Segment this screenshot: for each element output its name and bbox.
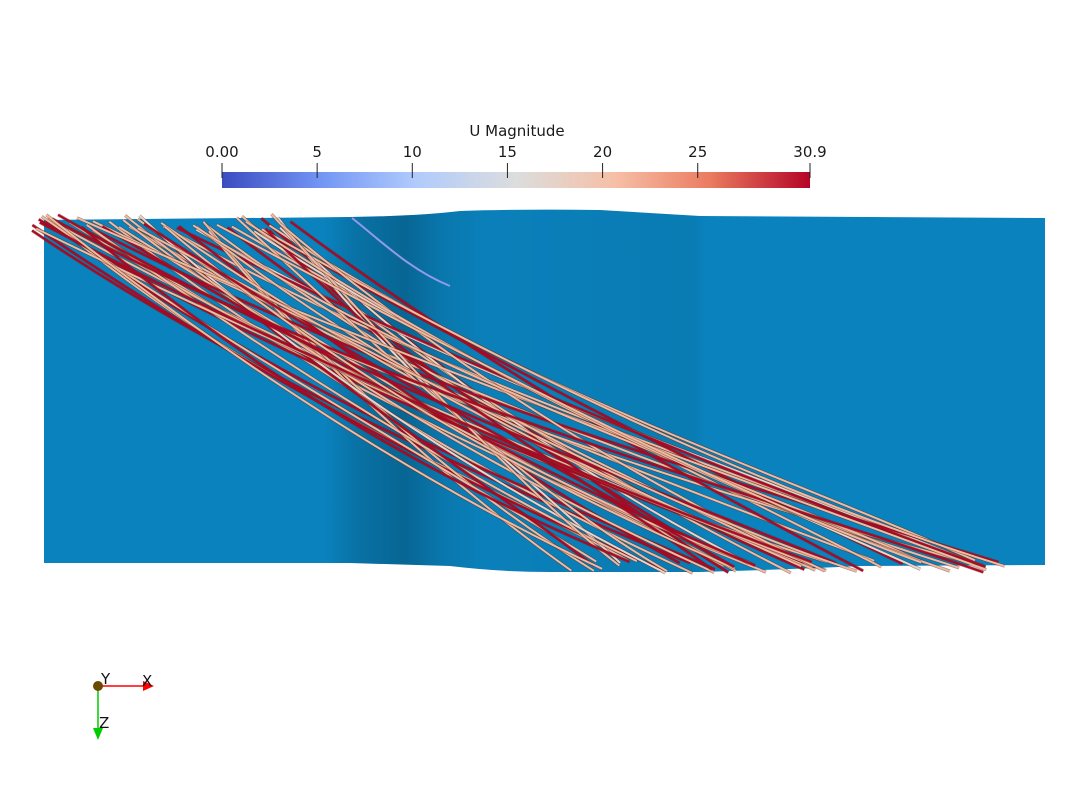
streamline [31,229,691,564]
colorbar-tick-label: 0.00 [205,143,239,161]
streamline [138,214,666,574]
streamline [176,226,986,568]
colorbar-tick-label: 30.9 [793,143,827,161]
streamline [51,217,984,574]
streamline [124,214,715,574]
z-axis-label: Z [99,714,110,732]
streamline [203,222,814,568]
streamline [279,223,826,572]
z-axis-arrow [93,728,103,740]
y-axis-label: Y [101,670,111,688]
streamline [45,214,603,570]
streamline [164,225,736,570]
streamline [101,225,756,567]
streamline [80,226,630,563]
streamline [261,228,1006,568]
colorbar-ticks [221,163,811,178]
streamline [57,213,837,565]
colorbar-gradient [222,172,810,188]
streamline-short [351,217,451,287]
streamline [216,223,922,564]
colorbar-tick-label: 20 [593,143,613,161]
colorbar-title: U Magnitude [469,122,565,140]
streamline [137,227,858,573]
colorbar-tick-label: 5 [312,143,322,161]
streamline [143,222,735,568]
y-axis-marker [93,681,103,691]
streamline [86,224,638,562]
streamlines [31,212,1006,575]
colorbar-tick-label: 10 [402,143,422,161]
orientation-axes [93,681,154,740]
streamline [39,221,813,563]
colorbar-tick-label: 15 [497,143,517,161]
x-axis-label: X [142,672,153,690]
x-axis-arrow [143,681,154,691]
streamline [264,228,713,571]
colorbar-tick-label: 25 [688,143,708,161]
